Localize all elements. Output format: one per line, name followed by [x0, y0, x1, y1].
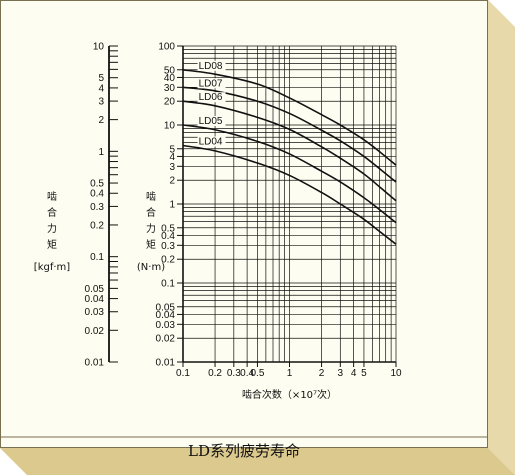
left-tick-label-0p03: 0.03	[85, 307, 105, 318]
y-tick-label-40: 40	[164, 73, 176, 84]
left-tick-label-0p02: 0.02	[85, 326, 105, 337]
y-tick-label-0p04: 0.04	[156, 310, 176, 321]
series-label-bg-ld07	[197, 78, 226, 89]
left-y-axis-title-char-1: 合	[47, 206, 57, 219]
y-tick-label-2: 2	[169, 176, 175, 187]
series-label-bg-ld08	[197, 60, 226, 71]
x-tick-label-0p5: 0.5	[250, 368, 264, 379]
x-tick-label-0p1: 0.1	[176, 368, 190, 379]
y-tick-label-5: 5	[169, 144, 175, 155]
curve-layer	[182, 68, 397, 245]
series-label-ld04: LD04	[199, 137, 223, 148]
axis-layer	[108, 45, 397, 367]
left-tick-label-0p04: 0.04	[85, 294, 105, 305]
y-tick-label-30: 30	[164, 83, 176, 94]
left-tick-label-5: 5	[98, 73, 104, 84]
y-tick-label-50: 50	[164, 65, 176, 76]
x-tick-label-10: 10	[390, 368, 402, 379]
series-label-bg-ld06	[197, 92, 226, 103]
y-tick-label-10: 10	[164, 121, 176, 132]
left-tick-label-0p01: 0.01	[85, 358, 105, 369]
y-tick-label-0p03: 0.03	[156, 320, 176, 331]
x-tick-label-0p2: 0.2	[208, 368, 222, 379]
series-line-ld08	[182, 68, 397, 166]
x-tick-label-2: 2	[319, 368, 325, 379]
series-label-bg-ld04	[197, 136, 226, 147]
left-y-axis-title-char-3: 矩	[47, 238, 57, 251]
y-tick-label-100: 100	[158, 42, 175, 53]
left-tick-label-3: 3	[98, 97, 104, 108]
x-tick-label-3: 3	[338, 368, 344, 379]
right-y-axis-title-unit: (N·m)	[137, 262, 165, 273]
left-tick-label-0p5: 0.5	[90, 179, 104, 190]
right-y-axis-title-char-1: 合	[146, 206, 156, 219]
y-tick-label-0p1: 0.1	[161, 279, 175, 290]
y-tick-label-0p05: 0.05	[156, 302, 176, 313]
right-y-axis-title-char-0: 啮	[146, 190, 156, 203]
x-axis-title: 啮合次数（×10⁷次）	[242, 388, 337, 401]
panel-face	[0, 0, 488, 448]
series-line-ld07	[182, 86, 397, 183]
chart-caption: LD系列疲劳寿命	[188, 442, 300, 460]
series-label-ld05: LD05	[199, 116, 223, 127]
x-tick-label-0p3: 0.3	[227, 368, 241, 379]
left-y-axis-title-char-0: 啮	[47, 190, 57, 203]
label-layer: 1005040302010543210.50.40.30.20.10.050.0…	[34, 42, 402, 402]
left-tick-label-4: 4	[98, 83, 104, 94]
y-tick-label-0p3: 0.3	[161, 241, 175, 252]
left-tick-label-2: 2	[98, 115, 104, 126]
right-y-axis-title-char-3: 矩	[146, 238, 156, 251]
left-tick-label-0p2: 0.2	[90, 220, 104, 231]
y-tick-label-0p2: 0.2	[161, 255, 175, 266]
left-tick-label-0p3: 0.3	[90, 202, 104, 213]
series-label-bg-ld05	[197, 116, 226, 126]
x-tick-label-1: 1	[287, 368, 293, 379]
series-label-ld06: LD06	[199, 92, 223, 103]
y-tick-label-0p01: 0.01	[156, 358, 176, 369]
y-tick-label-3: 3	[169, 162, 175, 173]
left-tick-label-1: 1	[98, 147, 104, 158]
series-label-ld07: LD07	[199, 78, 223, 89]
x-tick-label-0p4: 0.4	[240, 368, 254, 379]
series-line-ld04	[182, 144, 397, 245]
y-tick-label-0p5: 0.5	[161, 223, 175, 234]
left-tick-label-10: 10	[93, 42, 105, 53]
right-y-axis-title-char-2: 力	[146, 222, 156, 235]
x-tick-label-5: 5	[361, 368, 367, 379]
x-tick-label-4: 4	[351, 368, 357, 379]
y-tick-label-1: 1	[169, 200, 175, 211]
y-tick-label-0p4: 0.4	[161, 231, 175, 242]
y-tick-label-0p02: 0.02	[156, 334, 176, 345]
y-tick-label-20: 20	[164, 97, 176, 108]
series-line-ld05	[182, 124, 397, 224]
left-tick-label-0p1: 0.1	[90, 252, 104, 263]
series-line-ld06	[182, 100, 397, 202]
left-tick-label-0p4: 0.4	[90, 189, 104, 200]
panel-bevel-bottom	[0, 448, 515, 475]
left-y-axis-title-char-2: 力	[47, 222, 57, 235]
series-label-ld08: LD08	[199, 61, 223, 72]
y-tick-label-4: 4	[169, 152, 175, 163]
left-tick-label-0p05: 0.05	[85, 284, 105, 295]
left-y-axis-title-unit: [kgf·m]	[34, 262, 70, 273]
panel-bevel-right	[488, 0, 515, 475]
